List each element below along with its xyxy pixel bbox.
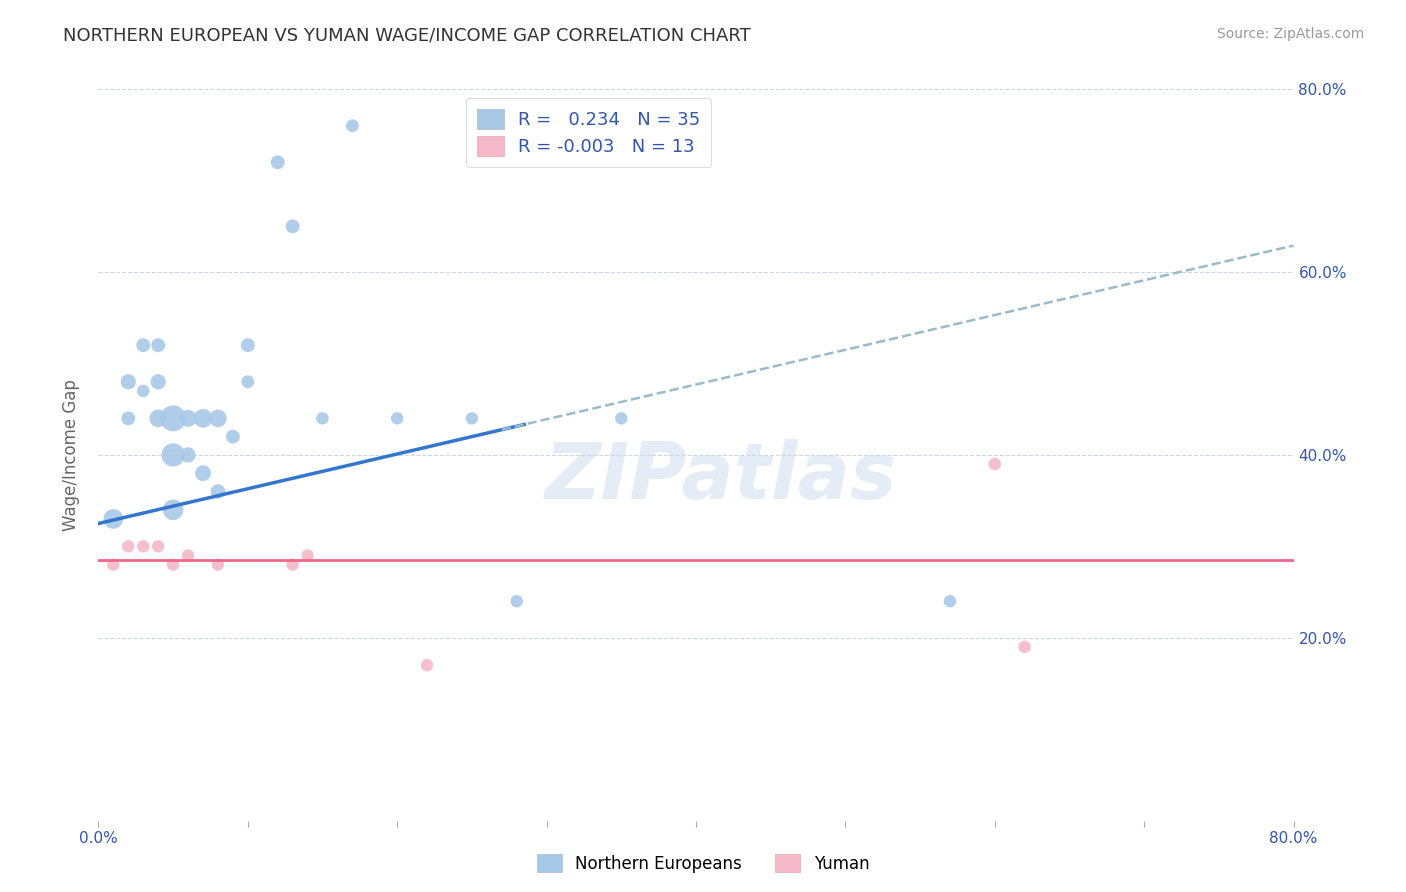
Point (984, 457, 1007, 471)
Point (342, 119, 364, 133)
Y-axis label: Wage/Income Gap: Wage/Income Gap (62, 379, 80, 531)
Point (103, 512, 125, 526)
Point (148, 338, 170, 352)
Point (132, 384, 155, 398)
Point (162, 558, 184, 572)
Point (177, 448, 200, 462)
Point (236, 375, 259, 389)
Point (132, 539, 155, 553)
Point (297, 549, 319, 563)
Point (506, 594, 529, 608)
Point (1014, 640, 1036, 654)
Point (385, 411, 409, 425)
Point (117, 375, 139, 389)
Text: NORTHERN EUROPEAN VS YUMAN WAGE/INCOME GAP CORRELATION CHART: NORTHERN EUROPEAN VS YUMAN WAGE/INCOME G… (63, 27, 751, 45)
Point (610, 411, 633, 425)
Legend: R =   0.234   N = 35, R = -0.003   N = 13: R = 0.234 N = 35, R = -0.003 N = 13 (465, 98, 711, 167)
Point (207, 484, 229, 499)
Point (281, 219, 304, 234)
Point (939, 594, 962, 608)
Legend: Northern Europeans, Yuman: Northern Europeans, Yuman (530, 847, 876, 880)
Point (177, 411, 200, 425)
Text: Source: ZipAtlas.com: Source: ZipAtlas.com (1216, 27, 1364, 41)
Point (162, 448, 184, 462)
Point (416, 658, 439, 673)
Point (162, 503, 184, 517)
Point (191, 411, 214, 425)
Point (162, 411, 184, 425)
Point (191, 466, 214, 480)
Point (148, 539, 170, 553)
Point (103, 558, 125, 572)
Point (311, 411, 333, 425)
Point (461, 411, 484, 425)
Point (207, 558, 229, 572)
Point (222, 430, 245, 444)
Text: ZIPatlas: ZIPatlas (544, 439, 896, 515)
Point (236, 338, 259, 352)
Point (148, 375, 170, 389)
Point (117, 411, 139, 425)
Point (132, 338, 155, 352)
Point (177, 549, 200, 563)
Point (267, 155, 290, 169)
Point (207, 411, 229, 425)
Point (117, 539, 139, 553)
Point (281, 558, 304, 572)
Point (148, 411, 170, 425)
